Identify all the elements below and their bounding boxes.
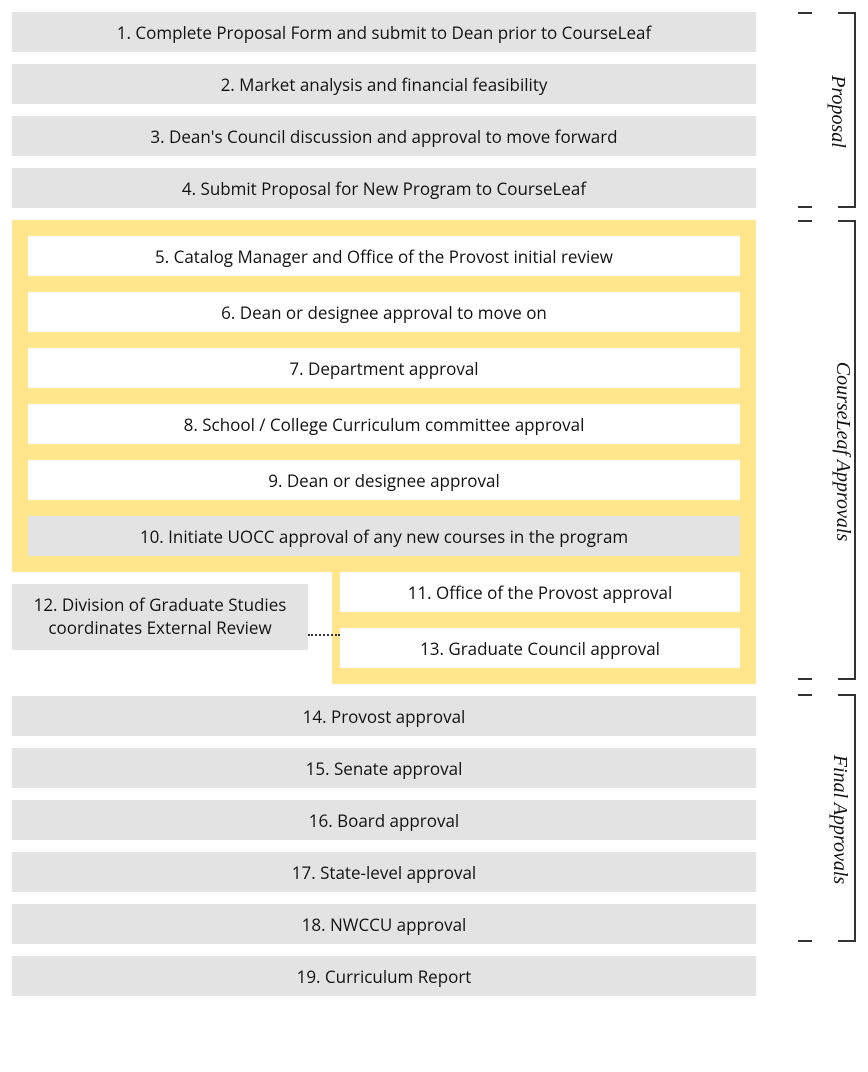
step-17: 17. State-level approval xyxy=(12,852,756,892)
step-19: 19. Curriculum Report xyxy=(12,956,756,996)
step-1: 1. Complete Proposal Form and submit to … xyxy=(12,12,756,52)
step-2: 2. Market analysis and financial feasibi… xyxy=(12,64,756,104)
step-3: 3. Dean's Council discussion and approva… xyxy=(12,116,756,156)
step-16: 16. Board approval xyxy=(12,800,756,840)
step-11: 11. Office of the Provost approval xyxy=(340,572,740,612)
split-right-column: 11. Office of the Provost approval 13. G… xyxy=(340,572,740,684)
phase-label-courseleaf: CourseLeaf Approvals xyxy=(831,362,854,541)
step-10: 10. Initiate UOCC approval of any new co… xyxy=(28,516,740,556)
phase-label-proposal: Proposal xyxy=(826,75,849,148)
step-12-callout: 12. Division of Graduate Studies coordin… xyxy=(12,584,308,650)
step-9: 9. Dean or designee approval xyxy=(28,460,740,500)
step-4: 4. Submit Proposal for New Program to Co… xyxy=(12,168,756,208)
approval-process-diagram: 1. Complete Proposal Form and submit to … xyxy=(12,12,856,996)
step-13: 13. Graduate Council approval xyxy=(340,628,740,668)
dotted-connector-12-13 xyxy=(308,634,340,636)
step-5: 5. Catalog Manager and Office of the Pro… xyxy=(28,236,740,276)
step-8: 8. School / College Curriculum committee… xyxy=(28,404,740,444)
step-18: 18. NWCCU approval xyxy=(12,904,756,944)
step-6: 6. Dean or designee approval to move on xyxy=(28,292,740,332)
main-column: 1. Complete Proposal Form and submit to … xyxy=(12,12,756,996)
step-14: 14. Provost approval xyxy=(12,696,756,736)
step-15: 15. Senate approval xyxy=(12,748,756,788)
phase-label-final: Final Approvals xyxy=(828,755,851,884)
step-12-text: 12. Division of Graduate Studies coordin… xyxy=(26,594,294,640)
step-7: 7. Department approval xyxy=(28,348,740,388)
